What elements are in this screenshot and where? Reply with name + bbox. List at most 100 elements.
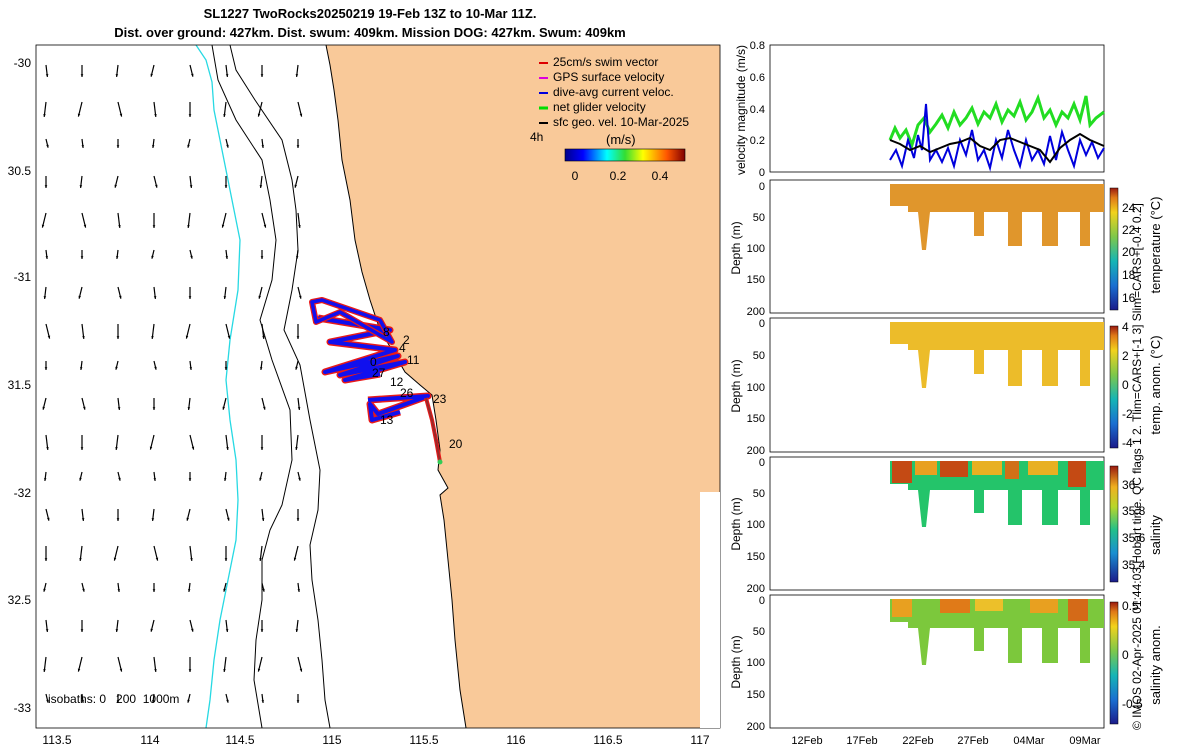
- current-vector-head: [116, 518, 120, 521]
- isobath-1000m: [211, 45, 293, 728]
- svg-text:115: 115: [322, 733, 341, 747]
- current-vector-head: [152, 145, 155, 148]
- current-vector-head: [45, 629, 49, 632]
- isobath-200m: [229, 45, 331, 728]
- temp-anomaly-panel[interactable]: 0 50 100 150 200 Depth (m) 4 2 0 -2 -4 t…: [729, 317, 1163, 457]
- current-vector-head: [116, 145, 120, 148]
- svg-text:-4: -4: [1122, 436, 1133, 450]
- salinity-anomaly-panel[interactable]: 0 50 100 150 200 Depth (m) 0.5 0 -0.5 sa…: [729, 594, 1163, 733]
- current-vector-head: [297, 589, 300, 592]
- current-vector-head: [187, 144, 190, 148]
- current-vector-head: [116, 256, 119, 259]
- dive-avg-current-series: [889, 103, 1105, 172]
- current-vector-head: [42, 406, 45, 410]
- credit-line: © IMOS 02-Apr-2025 01:44:03 Hobart time.…: [1130, 203, 1144, 730]
- current-vector-head: [227, 517, 230, 521]
- current-vector-head: [151, 336, 154, 339]
- velocity-panel[interactable]: 0.8 0.6 0.4 0.2 0 velocity magnitude (m/…: [734, 40, 1105, 179]
- svg-text:50: 50: [753, 488, 765, 500]
- current-vector-head: [80, 256, 84, 259]
- current-vector-head: [257, 668, 261, 672]
- salinity-section: [890, 461, 1104, 527]
- current-vector-head: [153, 296, 157, 299]
- current-vector-head: [187, 225, 190, 228]
- current-vector-head: [155, 557, 159, 561]
- temperature-panel[interactable]: 0 50 100 150 200 Depth (m) 24 22 20 18 1…: [729, 179, 1163, 318]
- current-vector-head: [41, 224, 45, 228]
- svg-text:35.4: 35.4: [1122, 558, 1146, 572]
- current-vector-head: [153, 478, 156, 481]
- map-legend: 25cm/s swim vector GPS surface velocity …: [530, 55, 689, 183]
- current-vector-head: [259, 558, 262, 561]
- svg-text:0: 0: [572, 169, 579, 183]
- current-vector-head: [299, 295, 302, 299]
- svg-text:150: 150: [747, 689, 765, 701]
- svg-text:117: 117: [690, 733, 709, 747]
- current-vector-head: [44, 367, 48, 370]
- svg-text:50: 50: [753, 350, 765, 362]
- current-vector-head: [225, 256, 228, 259]
- current-vector-head: [118, 477, 121, 481]
- svg-text:0: 0: [759, 595, 765, 607]
- salinity-label: salinity: [1148, 515, 1163, 555]
- time-step-label: 4h: [530, 130, 543, 144]
- current-vector-head: [259, 185, 263, 188]
- current-vector-head: [263, 406, 266, 410]
- svg-text:0.2: 0.2: [750, 135, 765, 147]
- current-vector-head: [47, 335, 51, 339]
- current-vector-field: [41, 64, 303, 703]
- salinity-panel[interactable]: 0 50 100 150 200 Depth (m) 36 35.8 35.6 …: [729, 456, 1163, 595]
- coastline: [325, 45, 467, 728]
- salinity-anomaly-highs: [892, 599, 1088, 621]
- current-vector-head: [295, 447, 298, 450]
- temperature-section: [890, 184, 1104, 250]
- svg-text:116: 116: [506, 733, 525, 747]
- svg-text:20: 20: [1122, 245, 1136, 259]
- current-vector-head: [226, 447, 229, 450]
- current-vector-head: [293, 557, 297, 561]
- current-vector-head: [150, 73, 153, 77]
- day-label: 20: [449, 437, 463, 451]
- svg-text:0: 0: [759, 318, 765, 330]
- salinity-colorbar: [1109, 465, 1119, 583]
- svg-text:Depth (m): Depth (m): [729, 221, 743, 274]
- svg-text:114.5: 114.5: [225, 733, 254, 747]
- current-vector-head: [296, 145, 300, 148]
- surface-geostrophic-velocity-series: [889, 132, 1105, 164]
- current-vector-head: [79, 185, 83, 188]
- current-vector-head: [116, 700, 120, 703]
- svg-text:24: 24: [1122, 201, 1136, 215]
- current-vector-head: [260, 256, 264, 259]
- map-panel[interactable]: 8 2 4 11 0 27 12 26 23 13 20 isobaths: 0…: [36, 45, 720, 728]
- svg-text:35.6: 35.6: [1122, 531, 1146, 545]
- svg-text:50: 50: [753, 626, 765, 638]
- svg-text:0.5: 0.5: [1122, 599, 1139, 613]
- plot-title-line-2: Dist. over ground: 427km. Dist. swum: 40…: [114, 25, 626, 40]
- svg-text:27Feb: 27Feb: [957, 735, 988, 747]
- current-vector-head: [151, 518, 155, 521]
- svg-text:200: 200: [747, 445, 765, 457]
- current-vector-head: [298, 225, 301, 228]
- glider-track[interactable]: 8 2 4 11 0 27 12 26 23 13 20: [309, 297, 463, 465]
- current-vector-head: [226, 144, 229, 148]
- svg-text:200: 200: [747, 306, 765, 318]
- svg-text:sfc geo. vel. 10-Mar-2025: sfc geo. vel. 10-Mar-2025: [553, 115, 689, 129]
- isobath-legend: isobaths: 0 200 1000m: [48, 692, 179, 706]
- current-vector-head: [191, 446, 195, 450]
- current-vector-head: [191, 628, 194, 632]
- current-vector-head: [44, 478, 47, 481]
- current-vector-head: [45, 74, 49, 77]
- current-vector-head: [79, 558, 82, 561]
- svg-text:-0.5: -0.5: [1122, 697, 1143, 711]
- current-vector-head: [152, 700, 155, 703]
- current-vector-head: [154, 669, 157, 672]
- svg-text:09Mar: 09Mar: [1069, 735, 1101, 747]
- current-vector-head: [260, 367, 263, 370]
- current-vector-head: [260, 74, 264, 77]
- current-vector-head: [188, 669, 192, 672]
- svg-text:100: 100: [747, 519, 765, 531]
- svg-text:50: 50: [753, 212, 765, 224]
- svg-text:0.4: 0.4: [652, 169, 669, 183]
- current-vector-head: [81, 145, 84, 148]
- svg-text:113.5: 113.5: [42, 733, 71, 747]
